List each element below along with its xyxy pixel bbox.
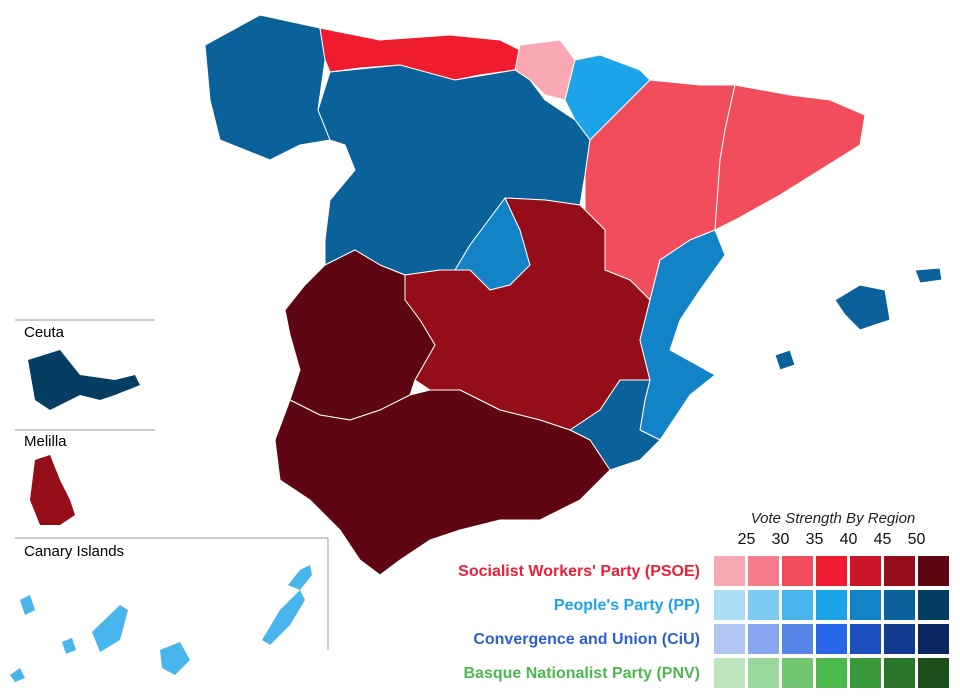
swatch: [782, 556, 813, 586]
ibiza: [774, 349, 796, 371]
swatch: [918, 556, 949, 586]
inset-label: Ceuta: [24, 324, 65, 341]
scale-label: 35: [806, 531, 824, 548]
swatch: [714, 556, 745, 586]
scale-label: 45: [874, 531, 892, 548]
island: [20, 595, 35, 615]
swatch: [748, 624, 779, 654]
island: [262, 590, 305, 645]
party-name: People's Party (PP): [554, 597, 700, 614]
swatch: [714, 658, 745, 688]
party-name: Convergence and Union (CiU): [473, 631, 700, 648]
legend: 25 30 35 40 45 50 Socialist Workers' Party (PS…: [458, 531, 949, 688]
swatch: [782, 658, 813, 688]
swatch: [850, 658, 881, 688]
melilla: [30, 455, 75, 525]
swatch: [884, 658, 915, 688]
party-name: Basque Nationalist Party (PNV): [464, 665, 701, 682]
galicia: [204, 14, 331, 161]
swatch: [884, 624, 915, 654]
party-name: Socialist Workers' Party (PSOE): [458, 563, 700, 580]
swatch: [884, 556, 915, 586]
inset-label: Canary Islands: [24, 543, 124, 560]
island: [288, 565, 312, 590]
regions: [204, 14, 943, 576]
mallorca: [834, 284, 891, 331]
swatch: [782, 624, 813, 654]
valencia: [639, 229, 726, 441]
legend-title: Vote Strength By Region: [751, 510, 916, 527]
swatch: [782, 590, 813, 620]
swatch: [816, 658, 847, 688]
swatch: [816, 624, 847, 654]
insets: [15, 319, 329, 650]
andalusia: [274, 389, 611, 576]
swatch: [748, 556, 779, 586]
swatch: [884, 590, 915, 620]
canary-islands: [10, 565, 312, 682]
inset-label: Melilla: [24, 433, 67, 450]
swatch: [816, 590, 847, 620]
swatch: [918, 590, 949, 620]
island: [10, 668, 25, 682]
swatch: [714, 624, 745, 654]
menorca: [914, 267, 943, 284]
swatch: [850, 590, 881, 620]
scale-label: 25: [738, 531, 756, 548]
scale-label: 30: [772, 531, 790, 548]
island: [62, 638, 76, 654]
swatch: [850, 624, 881, 654]
swatch: [850, 556, 881, 586]
swatch: [918, 658, 949, 688]
scale-label: 40: [840, 531, 858, 548]
swatch: [918, 624, 949, 654]
swatch: [748, 590, 779, 620]
swatch: [748, 658, 779, 688]
scale-label: 50: [908, 531, 926, 548]
island: [92, 605, 128, 652]
swatch: [714, 590, 745, 620]
ceuta: [28, 350, 140, 410]
swatch: [816, 556, 847, 586]
catalonia: [714, 84, 866, 231]
island: [160, 642, 190, 675]
